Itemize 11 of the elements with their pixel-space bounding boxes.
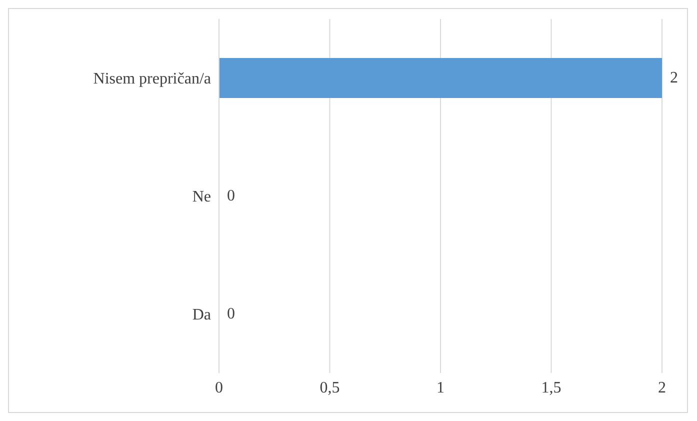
x-tick-label: 1 bbox=[436, 379, 444, 396]
x-tick-label: 1,5 bbox=[541, 379, 562, 396]
x-tick-label: 0 bbox=[215, 379, 223, 396]
y-tick-label: Nisem prepričan/a bbox=[93, 70, 211, 88]
y-tick-label: Ne bbox=[192, 188, 211, 206]
x-tick-label: 0,5 bbox=[320, 379, 340, 396]
data-label: 0 bbox=[227, 306, 235, 322]
x-tick-label: 2 bbox=[658, 379, 666, 396]
data-label: 0 bbox=[227, 188, 235, 204]
y-tick-label: Da bbox=[192, 306, 211, 324]
data-label: 2 bbox=[670, 70, 678, 86]
